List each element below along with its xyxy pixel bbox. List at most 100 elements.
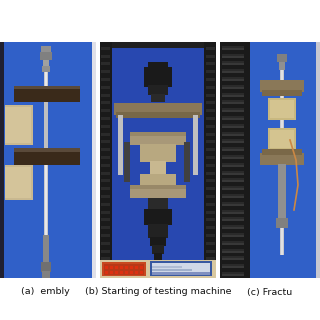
- Bar: [116, 112, 200, 118]
- Bar: [101, 172, 110, 175]
- Bar: [152, 245, 164, 254]
- Bar: [140, 144, 176, 162]
- Bar: [222, 134, 244, 136]
- Bar: [151, 94, 165, 102]
- Bar: [206, 156, 215, 159]
- Bar: [206, 109, 215, 112]
- Bar: [206, 132, 215, 136]
- Bar: [104, 264, 144, 275]
- Bar: [222, 266, 244, 268]
- Bar: [144, 67, 172, 87]
- Bar: [100, 42, 112, 278]
- Bar: [144, 209, 172, 225]
- Bar: [14, 148, 80, 152]
- Bar: [222, 186, 244, 190]
- Bar: [152, 269, 192, 271]
- Bar: [112, 42, 204, 278]
- Bar: [222, 251, 244, 252]
- Bar: [206, 203, 215, 206]
- Bar: [216, 0, 220, 320]
- Bar: [92, 42, 96, 278]
- Bar: [222, 235, 244, 237]
- Bar: [101, 265, 110, 268]
- Bar: [14, 86, 80, 89]
- Bar: [222, 141, 244, 143]
- Bar: [222, 249, 244, 252]
- Bar: [222, 243, 244, 245]
- Bar: [222, 259, 244, 260]
- Bar: [118, 115, 123, 175]
- Bar: [222, 92, 244, 97]
- Text: (b) Starting of testing machine: (b) Starting of testing machine: [85, 287, 231, 297]
- Bar: [42, 66, 50, 72]
- Bar: [222, 171, 244, 175]
- Bar: [222, 108, 244, 112]
- Bar: [135, 271, 138, 274]
- Bar: [280, 70, 284, 255]
- Bar: [41, 262, 51, 272]
- Bar: [270, 130, 294, 148]
- Bar: [114, 103, 202, 115]
- Bar: [101, 257, 110, 260]
- Bar: [184, 142, 190, 182]
- Bar: [193, 115, 198, 175]
- Bar: [222, 118, 244, 120]
- Bar: [222, 241, 244, 245]
- Bar: [222, 233, 244, 237]
- Bar: [44, 102, 48, 150]
- Bar: [270, 100, 294, 118]
- Bar: [206, 93, 215, 97]
- Bar: [101, 203, 110, 206]
- Bar: [101, 211, 110, 214]
- Bar: [268, 128, 296, 150]
- Text: (c) Fractu: (c) Fractu: [247, 287, 292, 297]
- Bar: [150, 237, 166, 246]
- Bar: [101, 55, 110, 58]
- Bar: [140, 174, 176, 186]
- Bar: [101, 140, 110, 143]
- Bar: [222, 165, 244, 167]
- Bar: [150, 161, 166, 175]
- Bar: [222, 147, 244, 151]
- Bar: [148, 62, 168, 68]
- Bar: [135, 266, 138, 269]
- Bar: [130, 135, 186, 145]
- Bar: [112, 42, 204, 48]
- Bar: [100, 260, 216, 278]
- Bar: [222, 140, 244, 143]
- Bar: [101, 234, 110, 237]
- Bar: [125, 271, 128, 274]
- Bar: [0, 278, 320, 320]
- Bar: [268, 98, 296, 120]
- Bar: [115, 266, 118, 269]
- Bar: [110, 266, 113, 269]
- Bar: [316, 42, 320, 278]
- Bar: [110, 271, 113, 274]
- Bar: [101, 132, 110, 136]
- Bar: [102, 262, 146, 276]
- Bar: [45, 65, 47, 265]
- Bar: [222, 220, 244, 221]
- Bar: [96, 0, 100, 320]
- Bar: [222, 53, 244, 58]
- Bar: [101, 180, 110, 182]
- Bar: [206, 187, 215, 190]
- Bar: [101, 156, 110, 159]
- Bar: [222, 126, 244, 128]
- Bar: [206, 47, 215, 50]
- Bar: [222, 272, 244, 276]
- Bar: [101, 187, 110, 190]
- Bar: [148, 198, 168, 210]
- Bar: [14, 88, 80, 102]
- Bar: [152, 266, 182, 268]
- Bar: [206, 234, 215, 237]
- Bar: [5, 165, 33, 200]
- Bar: [222, 194, 244, 198]
- Bar: [206, 218, 215, 221]
- Bar: [206, 70, 215, 73]
- Bar: [222, 196, 244, 198]
- Bar: [220, 42, 250, 278]
- Bar: [222, 212, 244, 214]
- Bar: [260, 153, 304, 165]
- Bar: [222, 63, 244, 65]
